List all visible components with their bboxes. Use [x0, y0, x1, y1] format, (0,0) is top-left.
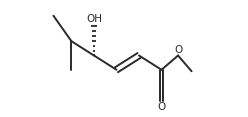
Text: O: O	[157, 102, 166, 112]
Text: O: O	[175, 45, 183, 55]
Text: OH: OH	[86, 14, 102, 24]
